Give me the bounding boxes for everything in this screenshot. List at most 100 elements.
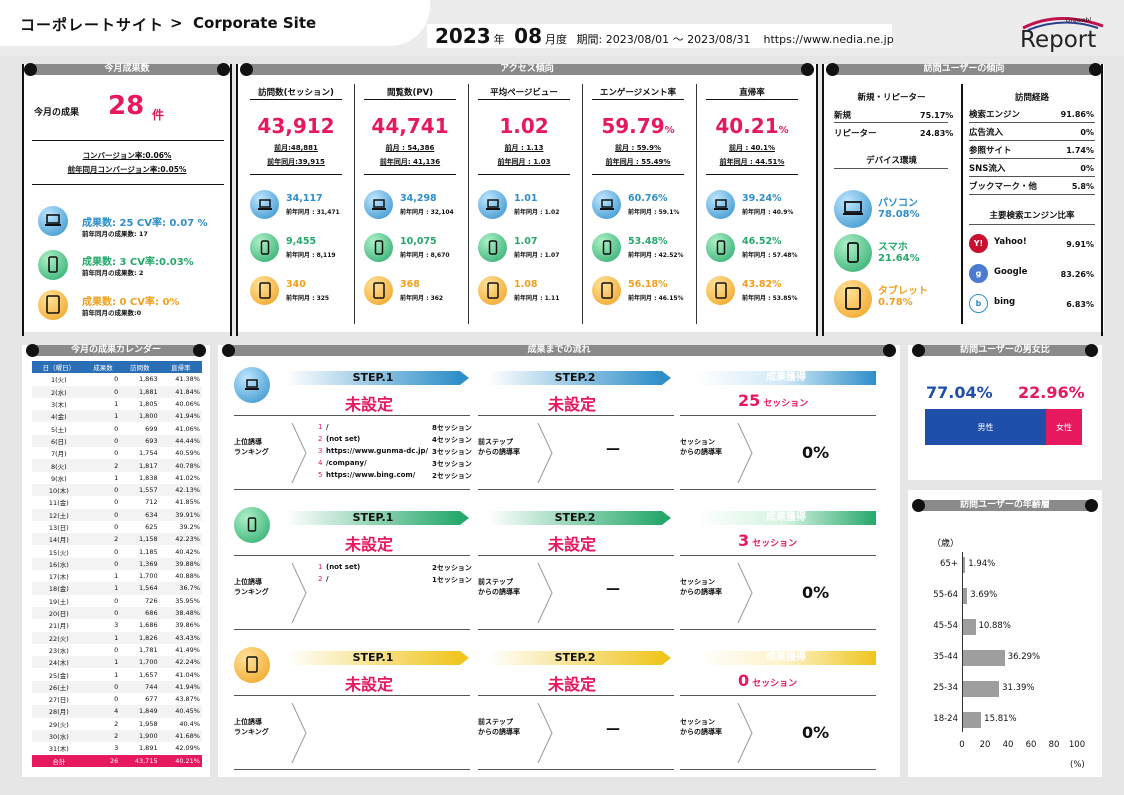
- calendar-cell: 1,881: [120, 385, 160, 398]
- calendar-header-cell: 成果数: [85, 361, 121, 374]
- age-bar-label: 1.94%: [968, 559, 996, 569]
- device-metric-value: 46.52%: [742, 236, 782, 247]
- table-row: 7(月) 0 1,754 40.59%: [32, 447, 202, 459]
- device-metric-prev: 前年同月 : 1.11: [514, 295, 560, 302]
- calendar-cell: 4(金): [32, 410, 86, 423]
- title-dot: [912, 499, 925, 512]
- divider: [680, 489, 876, 490]
- device-metric-value: 34,298: [400, 193, 437, 204]
- calendar-cell: 36.7%: [159, 582, 202, 595]
- device-metric-prev: 前年同月 : 46.15%: [628, 295, 684, 302]
- divider: [478, 415, 674, 416]
- calendar-cell: 3(木): [50, 401, 67, 410]
- calendar-cell: 625: [145, 523, 158, 531]
- repeater-label: リピーター: [834, 129, 877, 139]
- rank-number: 5: [318, 471, 323, 479]
- title-dot: [240, 63, 253, 76]
- calendar-cell: 1,754: [138, 449, 158, 458]
- title-dot: [217, 63, 230, 76]
- calendar-cell: 1,958: [138, 719, 158, 728]
- smartphone-icon: [38, 250, 68, 280]
- site-title: コーポレートサイト: [20, 16, 165, 34]
- pc-icon: [706, 190, 735, 219]
- step-rate-dash: —: [606, 441, 620, 457]
- age-category-label: 55-64: [933, 590, 958, 600]
- column-divider: [961, 84, 963, 324]
- calendar-cell: 40.4%: [179, 719, 200, 728]
- rank-page: https://www.bing.com/: [326, 471, 416, 479]
- chevron-divider: [536, 421, 556, 485]
- metric-label: 閲覧数(PV): [386, 88, 434, 98]
- column-divider: [582, 84, 583, 324]
- panel-border: [230, 64, 232, 336]
- device-metric-prev: 前年同月 : 32,104: [400, 209, 454, 216]
- calendar-cell: 42.23%: [159, 533, 202, 546]
- device-metric-value: 43.82%: [742, 279, 782, 290]
- title-dot: [912, 344, 925, 357]
- metric-value: 40.21%: [702, 114, 802, 138]
- y-axis: [962, 552, 963, 732]
- calendar-cell: 8(火): [32, 459, 86, 472]
- divider: [680, 769, 876, 770]
- age-category-label: 45-54: [933, 621, 958, 631]
- session-label-2: からの誘導率: [680, 588, 722, 596]
- divider: [250, 99, 342, 100]
- calendar-cell: 1: [85, 410, 121, 423]
- step2-label: STEP.2: [554, 371, 596, 384]
- logo-swoosh-icon: [1022, 17, 1104, 31]
- calendar-cell: 1,158: [120, 533, 160, 546]
- device-metric-value: 56.18%: [628, 279, 668, 290]
- calendar-total-cell: 26: [85, 754, 121, 767]
- step2-value: 未設定: [548, 535, 597, 554]
- smartphone-icon-glyph: [260, 239, 269, 255]
- period-range: 期間: 2023/08/01 〜 2023/08/31: [576, 33, 751, 46]
- table-row: 21(月) 3 1,686 39.86%: [32, 619, 202, 631]
- result-bar: [696, 511, 876, 525]
- table-row: 18(金) 1 1,564 36.7%: [32, 582, 202, 595]
- result-bar: [696, 371, 876, 385]
- pc-icon-glyph: [485, 198, 500, 210]
- pc-icon: [364, 190, 393, 219]
- table-row: 11(金) 0 712 41.85%: [32, 496, 202, 508]
- chevron-right-icon: [737, 562, 753, 624]
- divider: [592, 99, 684, 100]
- age-panel: 訪問ユーザーの年齢層 （歳） 65+ 1.94% 55-64 3.69% 45-54 10…: [908, 490, 1102, 777]
- table-row: 1(火) 0 1,863 41.38%: [32, 373, 202, 385]
- tablet-icon-glyph: [714, 281, 727, 299]
- calendar-cell: 1,817: [120, 459, 160, 472]
- result-unit: セッション: [752, 539, 798, 549]
- calendar-cell: 1: [114, 572, 119, 581]
- rank-sessions: 4セッション: [432, 436, 472, 444]
- title-dot: [1089, 63, 1102, 76]
- site-url[interactable]: https://www.nedia.ne.jp: [763, 33, 894, 46]
- calendar-cell: 39.2%: [179, 523, 200, 531]
- tablet-icon: [234, 647, 270, 683]
- rank-label: 上位誘導: [234, 718, 262, 726]
- device-metric-value: 1.07: [514, 236, 538, 247]
- divider: [478, 174, 570, 175]
- calendar-title: 今月の成果カレンダー: [70, 345, 161, 355]
- step2-arrow-head: [662, 371, 671, 385]
- rank-number: 2: [318, 435, 323, 443]
- divider: [969, 176, 1095, 177]
- table-row: 15(火) 0 1,185 40.42%: [32, 545, 202, 557]
- repeater-value: 24.83%: [920, 129, 954, 138]
- column-divider: [468, 84, 469, 324]
- device-metric-value: 1.01: [514, 193, 538, 204]
- table-row: 19(土) 0 726 35.95%: [32, 595, 202, 607]
- table-row: 16(水) 0 1,369 39.88%: [32, 557, 202, 571]
- age-category-label: 25-34: [933, 683, 958, 693]
- x-tick-label: 100: [1068, 740, 1086, 750]
- result-bar: [696, 651, 876, 665]
- calendar-cell: 29(火): [48, 720, 69, 729]
- calendar-cell: 42.13%: [159, 483, 202, 497]
- panel-border: [816, 64, 818, 336]
- rank-page: https://www.gunma-dc.jp/: [326, 447, 429, 455]
- divider: [364, 99, 456, 100]
- results-panel: 今月成果数 今月の成果 28 件 コンバージョン率:0.06% 前年同月コンバー…: [22, 63, 232, 332]
- step1-value: 未設定: [345, 675, 394, 694]
- chevron-divider: [290, 701, 310, 765]
- calendar-cell: 40.88%: [175, 572, 200, 581]
- table-row: 31(木) 3 1,891 42.09%: [32, 742, 202, 754]
- device-metric-value: 1.08: [514, 279, 538, 290]
